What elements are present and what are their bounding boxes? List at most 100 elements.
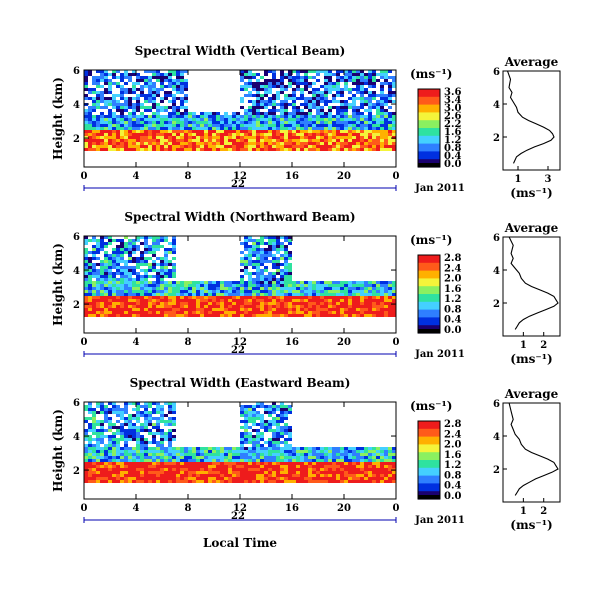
colorbar-tick-label: 1.6	[444, 127, 461, 138]
y-tick-label: 4	[73, 100, 80, 111]
colorbar-tick-label: 0.0	[444, 325, 461, 336]
x-tick-label: 4	[133, 171, 140, 182]
x-tick-label: 0	[393, 171, 400, 182]
day-label: 22	[231, 345, 245, 356]
profile-y-tick-label: 2	[493, 299, 500, 310]
x-tick-label: 0	[393, 503, 400, 514]
colorbar-tick-label: 0.4	[444, 315, 461, 326]
heatmap-cells	[84, 70, 396, 151]
colorbar-tick-label: 1.6	[444, 450, 461, 461]
x-tick-label: 8	[185, 337, 192, 348]
colorbar-tick-label: 2.8	[444, 419, 461, 430]
colorbar-tick-label: 0.4	[444, 151, 461, 162]
x-tick-label: 20	[337, 503, 351, 514]
y-tick-label: 2	[73, 466, 80, 477]
colorbar-tick-label: 0.8	[444, 143, 461, 154]
colorbar-tick-label: 2.8	[444, 253, 461, 264]
profile-line	[508, 236, 559, 330]
x-tick-label: 0	[81, 337, 88, 348]
profile-x-tick-label: 3	[545, 174, 552, 185]
colorbar-tick-label: 3.6	[444, 87, 461, 98]
colorbar-tick-label: 2.0	[444, 440, 461, 451]
panel-title: Spectral Width (Northward Beam)	[124, 210, 355, 224]
profile-title: Average	[504, 221, 559, 235]
y-tick-label: 2	[73, 134, 80, 145]
colorbar-tick-label: 0.8	[444, 470, 461, 481]
x-tick-label: 8	[185, 171, 192, 182]
colorbar-tick-label: 1.2	[444, 135, 461, 146]
profile-x-label: (ms⁻¹)	[510, 186, 552, 200]
colorbar-tick-label: 2.4	[444, 429, 461, 440]
colorbar-frame	[417, 88, 441, 168]
profile-y-tick-label: 6	[493, 67, 500, 78]
colorbar	[418, 89, 440, 168]
colorbar-tick-label: 3.0	[444, 103, 461, 114]
y-tick-label: 6	[73, 66, 80, 77]
colorbar	[418, 255, 440, 334]
colorbar-tick-label: 0.0	[444, 159, 461, 170]
profile-x-tick-label: 2	[540, 506, 547, 517]
profile-frame	[502, 236, 561, 337]
colorbar-unit: (ms⁻¹)	[410, 399, 452, 413]
profile-title: Average	[504, 387, 559, 401]
x-tick-label: 0	[393, 337, 400, 348]
profile-line	[508, 402, 559, 496]
x-tick-label: 4	[133, 503, 140, 514]
x-tick-label: 12	[233, 171, 247, 182]
x-axis-label: Local Time	[203, 536, 277, 550]
x-tick-label: 16	[285, 171, 299, 182]
heatmap-panel: Spectral Width (Vertical Beam)0 4 8 12 16 20 0…	[51, 44, 561, 200]
profile-y-tick-label: 6	[493, 233, 500, 244]
profile-frame	[502, 70, 561, 171]
colorbar-frame	[417, 420, 441, 500]
x-tick-label: 4	[133, 337, 140, 348]
colorbar-frame	[417, 254, 441, 334]
profile-line	[506, 70, 555, 164]
colorbar-tick-label: 2.2	[444, 119, 461, 130]
colorbar	[418, 421, 440, 500]
profile-y-tick-label: 6	[493, 399, 500, 410]
x-tick-label: 20	[337, 337, 351, 348]
colorbar-unit: (ms⁻¹)	[410, 233, 452, 247]
y-tick-label: 6	[73, 398, 80, 409]
date-label: Jan 2011	[414, 349, 465, 360]
x-tick-label: 16	[285, 337, 299, 348]
colorbar-tick-label: 2.6	[444, 111, 461, 122]
profile-x-label: (ms⁻¹)	[510, 518, 552, 532]
y-axis-label: Height (km)	[51, 77, 65, 160]
profile-frame	[502, 402, 561, 503]
x-tick-label: 12	[233, 503, 247, 514]
colorbar-tick-label: 0.8	[444, 304, 461, 315]
heatmap-panel: Spectral Width (Eastward Beam)0 4 8 12 16 20 0…	[51, 376, 561, 532]
profile-y-tick-label: 4	[493, 432, 500, 443]
colorbar-tick-label: 1.2	[444, 294, 461, 305]
y-tick-label: 4	[73, 432, 80, 443]
profile-title: Average	[504, 55, 559, 69]
y-tick-label: 6	[73, 232, 80, 243]
x-tick-label: 0	[81, 503, 88, 514]
day-label: 22	[231, 511, 245, 522]
date-label: Jan 2011	[414, 515, 465, 526]
colorbar-tick-label: 3.4	[444, 95, 461, 106]
heatmap-panel: Spectral Width (Northward Beam)0 4 8 12 16 20…	[51, 210, 561, 366]
profile-y-tick-label: 4	[493, 266, 500, 277]
x-tick-label: 16	[285, 503, 299, 514]
colorbar-tick-label: 0.4	[444, 481, 461, 492]
colorbar-tick-label: 2.0	[444, 274, 461, 285]
colorbar-unit: (ms⁻¹)	[410, 67, 452, 81]
y-tick-label: 2	[73, 300, 80, 311]
profile-y-tick-label: 2	[493, 465, 500, 476]
x-tick-label: 12	[233, 337, 247, 348]
profile-x-tick-label: 1	[520, 340, 527, 351]
x-tick-label: 20	[337, 171, 351, 182]
date-label: Jan 2011	[414, 183, 465, 194]
profile-y-tick-label: 4	[493, 100, 500, 111]
day-label: 22	[231, 179, 245, 190]
colorbar-tick-label: 0.0	[444, 491, 461, 502]
colorbar-tick-label: 2.4	[444, 263, 461, 274]
profile-x-tick-label: 1	[515, 174, 522, 185]
y-axis-label: Height (km)	[51, 243, 65, 326]
x-tick-label: 8	[185, 503, 192, 514]
profile-y-tick-label: 2	[493, 133, 500, 144]
